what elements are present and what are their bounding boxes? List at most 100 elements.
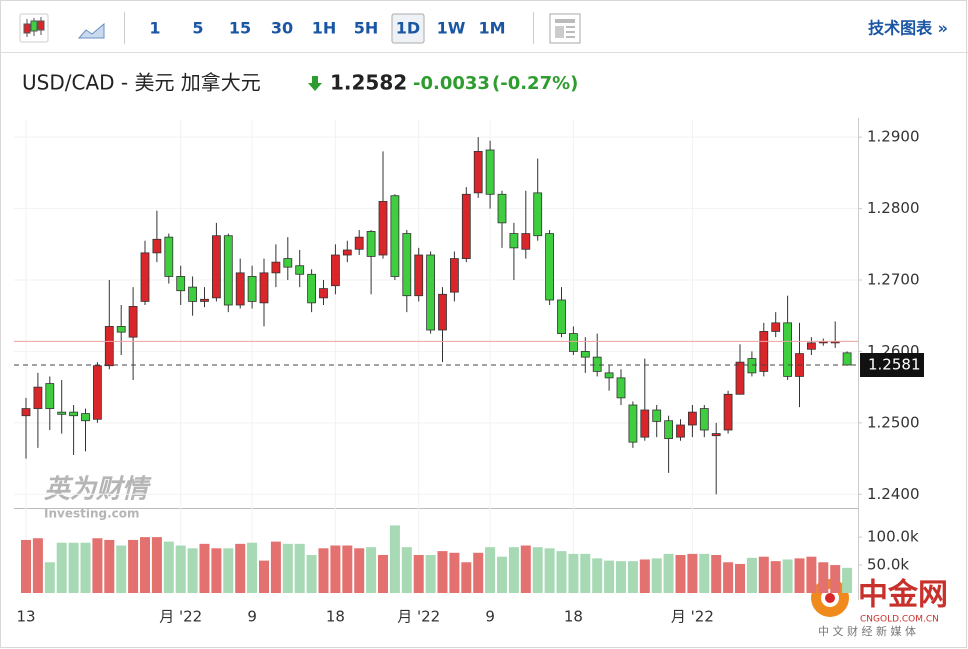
candle-body <box>509 233 519 249</box>
change-pct: (-0.27%) <box>492 73 578 94</box>
interval-button[interactable]: 30 <box>271 19 293 38</box>
volume-bar <box>497 556 507 593</box>
x-tick-label: 18 <box>326 608 345 626</box>
candle-body <box>247 276 257 302</box>
candle-body <box>723 393 733 431</box>
candle-body <box>652 409 662 422</box>
volume-bar <box>116 545 127 593</box>
volume-bar <box>270 541 281 593</box>
x-tick-label: 9 <box>247 608 257 626</box>
x-tick-label: 13 <box>16 608 35 626</box>
volume-bar <box>842 567 853 593</box>
candle-body <box>176 276 186 292</box>
volume-bar <box>282 543 293 593</box>
volume-bar <box>723 562 734 593</box>
candle-body <box>402 233 412 297</box>
interval-button[interactable]: 5H <box>354 19 379 38</box>
volume-bar <box>211 548 222 593</box>
candle-body <box>211 235 221 299</box>
candle-body <box>580 351 590 358</box>
interval-button[interactable]: 1W <box>437 19 466 38</box>
brand-watermark: 英为财情 <box>44 475 152 505</box>
volume-bar <box>199 543 210 593</box>
candle-body <box>57 411 67 415</box>
candle-body <box>414 254 424 297</box>
volume-bar <box>413 555 424 593</box>
candle-body <box>616 377 626 399</box>
interval-button[interactable]: 1D <box>396 19 420 38</box>
y-tick-label: 1.2500 <box>867 413 920 431</box>
candle-body <box>116 326 126 333</box>
candle-body <box>533 192 543 237</box>
volume-bar <box>104 539 115 593</box>
candle-body <box>259 272 269 304</box>
volume-bar <box>532 547 543 593</box>
volume-bar <box>520 545 531 593</box>
candle-body <box>223 235 233 306</box>
site-tagline: 中 文 财 经 新 媒 体 <box>818 624 916 638</box>
volume-bar <box>580 553 591 593</box>
y-tick-label: 1.2700 <box>867 271 920 289</box>
interval-button[interactable]: 15 <box>229 19 251 38</box>
interval-button[interactable]: 5 <box>192 19 203 38</box>
candle-body <box>807 342 816 350</box>
volume-bar <box>675 555 686 593</box>
candle-body <box>307 273 317 304</box>
candle-body <box>271 261 281 274</box>
site-domain: CNGOLD.COM.CN <box>860 615 939 625</box>
candle-body <box>771 322 781 332</box>
volume-bar <box>44 562 55 593</box>
brand-sub-watermark: Investing.com <box>44 507 140 521</box>
volume-bar <box>330 545 341 593</box>
candle-body <box>426 254 436 331</box>
candle-body <box>545 233 554 301</box>
volume-bar <box>56 542 67 593</box>
settings-icon[interactable] <box>549 13 581 44</box>
candle-body <box>699 408 709 431</box>
candle-body <box>557 299 566 334</box>
candle-body <box>640 409 650 438</box>
volume-bar <box>699 553 710 593</box>
candle-body <box>604 372 614 379</box>
interval-button[interactable]: 1H <box>312 19 337 38</box>
candle-body <box>711 433 721 437</box>
volume-bar <box>782 559 793 593</box>
candle-body <box>342 249 352 256</box>
volume-bar <box>461 562 472 593</box>
volume-bar <box>770 561 781 593</box>
volume-bar <box>473 552 484 593</box>
x-tick-label: 月 '22 <box>671 608 714 626</box>
interval-button[interactable]: 1 <box>149 19 160 38</box>
volume-bar <box>639 559 650 593</box>
line-icon[interactable] <box>77 22 105 39</box>
technical-chart-link[interactable]: 技术图表 » <box>868 19 948 38</box>
candle-body <box>128 306 138 338</box>
candle-icon[interactable] <box>19 13 49 43</box>
volume-bar <box>389 525 400 593</box>
volume-bar <box>687 553 698 593</box>
volume-bar <box>508 547 519 593</box>
candle-body <box>628 404 638 443</box>
candle-body <box>152 238 162 254</box>
candle-body <box>200 298 209 302</box>
volume-bar <box>746 557 757 593</box>
volume-bar <box>425 555 436 593</box>
volume-bar <box>306 555 317 593</box>
candle-body <box>188 286 198 302</box>
volume-bar <box>32 538 43 593</box>
volume-bar <box>294 543 305 593</box>
candle-body <box>688 411 697 426</box>
interval-button[interactable]: 1M <box>478 19 505 38</box>
candle-body <box>330 254 340 287</box>
volume-bar <box>366 547 377 593</box>
volume-bar <box>544 548 555 593</box>
volume-bar <box>342 545 353 593</box>
volume-bar <box>604 560 615 593</box>
y-tick-label: 1.2400 <box>867 485 920 503</box>
symbol: USD/CAD - 美元 加拿大元 <box>22 71 261 95</box>
x-tick-label: 月 '22 <box>159 608 202 626</box>
volume-bar <box>830 565 841 593</box>
volume-bar <box>449 552 460 593</box>
volume-bar <box>21 539 31 593</box>
